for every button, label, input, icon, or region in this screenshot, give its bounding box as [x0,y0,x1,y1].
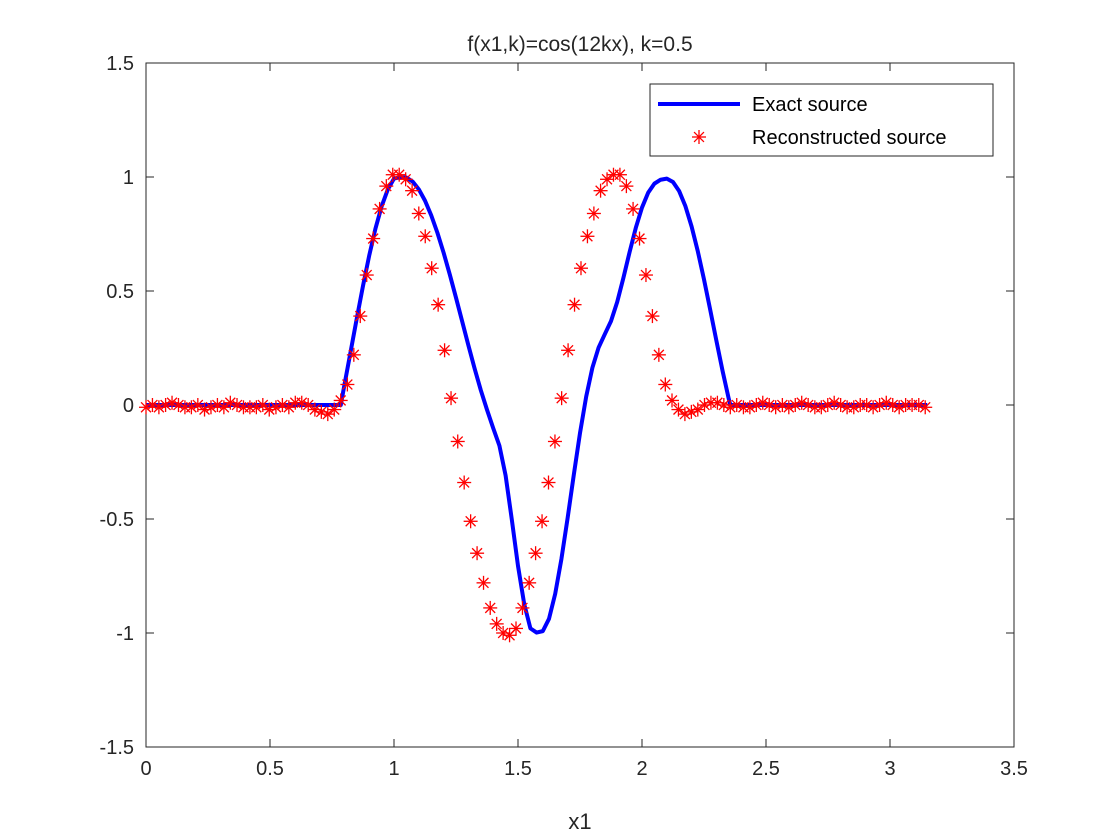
data-point-reconstructed [665,393,680,408]
legend-entry-reconstructed: Reconstructed source [752,127,947,149]
data-point-reconstructed [535,514,550,529]
data-point-reconstructed [723,400,738,415]
data-point-reconstructed [444,391,459,406]
data-point-reconstructed [593,183,608,198]
data-point-reconstructed [405,183,420,198]
x-tick-label: 1 [388,758,399,780]
data-point-reconstructed [677,407,692,422]
data-point-reconstructed [573,261,588,276]
data-point-reconstructed [600,172,615,187]
data-point-reconstructed [489,616,504,631]
x-axis-label: x1 [568,809,591,834]
data-point-reconstructed [528,546,543,561]
data-point-reconstructed [470,546,485,561]
data-point-reconstructed [794,395,809,410]
data-point-reconstructed [372,201,387,216]
data-point-reconstructed [911,398,926,412]
legend-asterisk [692,130,706,144]
data-point-reconstructed [314,404,329,419]
data-point-reconstructed [450,434,465,449]
x-tick-label: 2 [636,758,647,780]
y-tick-label: 1.5 [106,53,134,75]
data-point-reconstructed [340,377,355,392]
series-line-exact [146,175,928,635]
data-point-reconstructed [281,400,296,415]
data-point-reconstructed [476,575,491,590]
data-point-reconstructed [418,229,433,244]
data-point-reconstructed [658,377,673,392]
data-point-reconstructed [586,206,601,221]
data-point-reconstructed [918,400,933,415]
data-point-reconstructed [580,229,595,244]
data-point-reconstructed [541,475,556,490]
data-point-reconstructed [833,398,848,412]
data-point-reconstructed [483,600,498,615]
x-tick-label: 0.5 [256,758,284,780]
data-point-reconstructed [515,600,530,615]
legend-marker-sample [692,130,706,144]
data-point-reconstructed [366,231,381,246]
x-tick-label: 1.5 [504,758,532,780]
chart-title: f(x1,k)=cos(12kx), k=0.5 [467,33,692,56]
x-tick-label: 2.5 [752,758,780,780]
data-point-reconstructed [496,626,511,640]
data-point-reconstructed [353,309,368,324]
data-point-reconstructed [431,297,446,312]
data-point-reconstructed [684,404,699,419]
y-tick-label: -0.5 [100,509,134,531]
data-point-reconstructed [651,347,666,362]
data-point-reconstructed [762,398,777,412]
data-point-reconstructed [457,475,472,490]
data-point-reconstructed [632,231,647,246]
legend-box [649,83,994,157]
y-tick-label: 1 [123,167,134,189]
x-tick-label: 0 [140,758,151,780]
data-point-reconstructed [612,167,627,182]
data-point-reconstructed [509,621,524,636]
x-tick-label: 3 [884,758,895,780]
data-point-reconstructed [626,201,641,216]
y-tick-label: -1 [116,623,134,645]
data-point-reconstructed [742,400,757,415]
data-point-reconstructed [171,398,186,412]
data-point-reconstructed [301,398,316,412]
data-point-reconstructed [638,268,653,283]
x-axis-ticks: 0 0.5 1 1.5 2 2.5 3 3.5 [140,63,1028,780]
data-point-reconstructed [379,179,394,194]
data-point-reconstructed [567,297,582,312]
y-axis-ticks: -1.5 -1 -0.5 0 0.5 1 1.5 [100,53,1014,759]
x-tick-label: 3.5 [1000,758,1028,780]
data-point-reconstructed [398,172,413,187]
data-point-reconstructed [333,393,348,408]
data-point-reconstructed [561,343,576,358]
data-point-reconstructed [872,398,887,412]
y-tick-label: 0.5 [106,281,134,303]
data-point-reconstructed [710,395,725,410]
y-tick-label: 0 [123,395,134,417]
data-point-reconstructed [522,575,537,590]
data-point-reconstructed [327,402,342,417]
y-tick-label: -1.5 [100,737,134,759]
data-point-reconstructed [547,434,562,449]
data-point-reconstructed [554,391,569,406]
data-point-reconstructed [755,395,770,410]
data-point-reconstructed [346,347,361,362]
data-point-reconstructed [463,514,478,529]
series-layer [139,167,933,643]
legend: Exact source Reconstructed source [649,83,994,157]
data-point-reconstructed [424,261,439,276]
data-point-reconstructed [437,343,452,358]
data-point-reconstructed [359,268,374,283]
legend-entry-exact: Exact source [752,94,868,116]
data-point-reconstructed [645,309,660,324]
data-point-reconstructed [619,179,634,194]
data-point-reconstructed [411,206,426,221]
